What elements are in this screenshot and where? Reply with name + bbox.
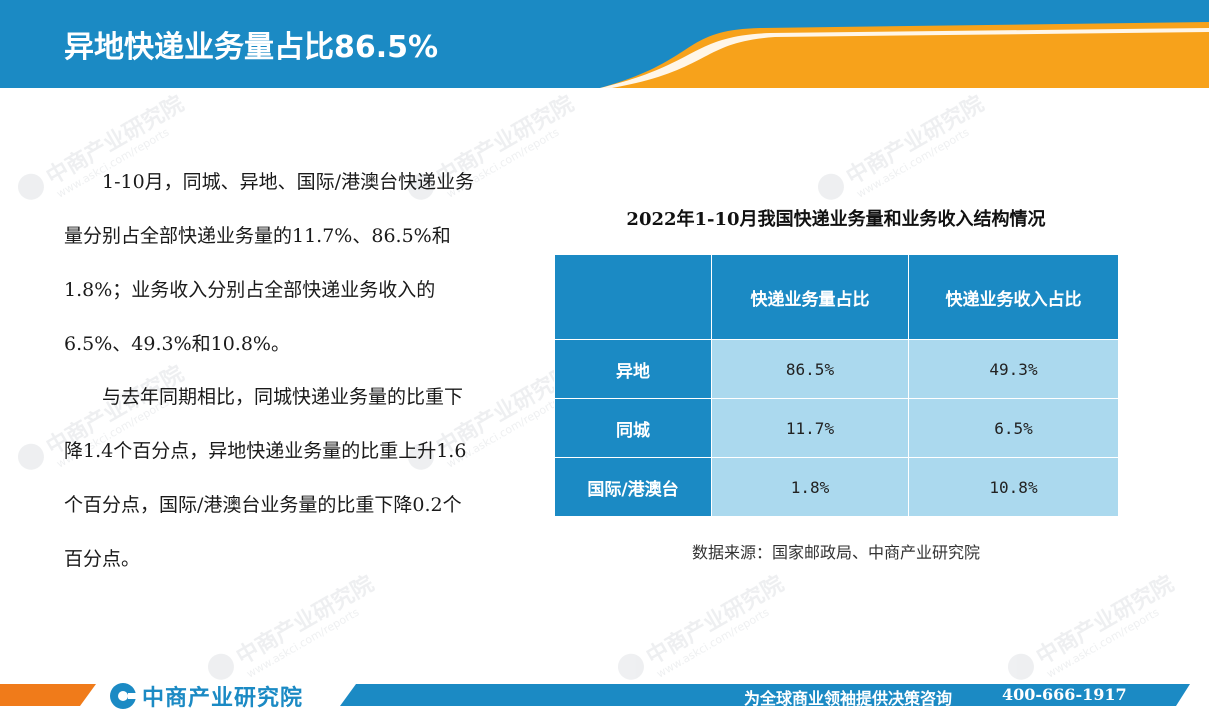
volume-share-cell: 11.7% bbox=[711, 398, 909, 458]
table-header-row: 快递业务量占比 快递业务收入占比 bbox=[554, 254, 1119, 340]
body-paragraph-2: 与去年同期相比，同城快递业务量的比重下降1.4个百分点，异地快递业务量的比重上升… bbox=[64, 386, 467, 570]
table-row: 国际/港澳台 1.8% 10.8% bbox=[554, 457, 1119, 517]
table-row: 同城 11.7% 6.5% bbox=[554, 398, 1119, 458]
structure-table: 快递业务量占比 快递业务收入占比 异地 86.5% 49.3% 同城 11.7%… bbox=[554, 254, 1119, 517]
row-label: 异地 bbox=[554, 339, 712, 399]
data-source: 数据来源：国家邮政局、中商产业研究院 bbox=[691, 543, 980, 562]
revenue-share-cell: 49.3% bbox=[908, 339, 1119, 399]
footer-background bbox=[0, 684, 1190, 706]
row-label: 同城 bbox=[554, 398, 712, 458]
revenue-share-cell: 6.5% bbox=[908, 398, 1119, 458]
volume-share-cell: 86.5% bbox=[711, 339, 909, 399]
footer-band bbox=[0, 676, 1209, 718]
logo-text: 中商产业研究院 bbox=[142, 686, 304, 711]
body-paragraph-1: 1-10月，同城、异地、国际/港澳台快递业务量分别占全部快递业务量的11.7%、… bbox=[64, 171, 475, 355]
page-title: 异地快递业务量占比86.5% bbox=[64, 30, 439, 65]
watermark-logo-icon bbox=[13, 438, 49, 475]
table-header-volume-share: 快递业务量占比 bbox=[711, 254, 909, 340]
volume-share-cell: 1.8% bbox=[711, 457, 909, 517]
footer-logo: 中商产业研究院 bbox=[110, 682, 304, 711]
header-band: 异地快递业务量占比86.5% bbox=[0, 0, 1209, 88]
footer-slogan: 为全球商业领袖提供决策咨询 bbox=[744, 689, 953, 708]
watermark-logo-icon bbox=[813, 168, 849, 205]
revenue-share-cell: 10.8% bbox=[908, 457, 1119, 517]
watermark-logo-icon bbox=[13, 168, 49, 205]
table-header-corner bbox=[554, 254, 712, 340]
row-label: 国际/港澳台 bbox=[554, 457, 712, 517]
table-row: 异地 86.5% 49.3% bbox=[554, 339, 1119, 399]
table-header-revenue-share: 快递业务收入占比 bbox=[908, 254, 1119, 340]
footer-phone: 400-666-1917 bbox=[1002, 685, 1127, 704]
zhongshang-logo-icon bbox=[110, 683, 138, 709]
table-title: 2022年1-10月我国快递业务量和业务收入结构情况 bbox=[626, 209, 1046, 230]
header-background bbox=[0, 0, 1209, 88]
